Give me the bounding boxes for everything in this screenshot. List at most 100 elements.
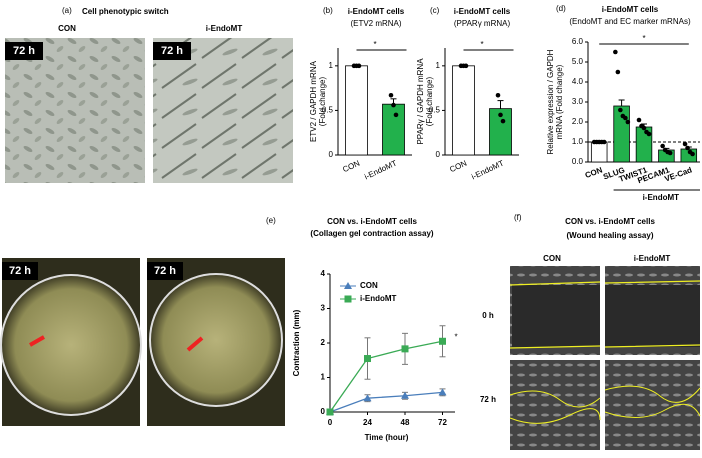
photo: [5, 38, 145, 183]
tag-bg: [2, 262, 38, 280]
panel-title: Cell phenotypic switch: [82, 7, 169, 16]
panel-title: CON vs. i-EndoMT cells: [565, 217, 655, 226]
data-point: [363, 394, 372, 402]
data-point: [495, 92, 501, 98]
dish: [0, 274, 142, 416]
data-point: [615, 69, 621, 75]
significance-mark: *: [455, 332, 458, 341]
arrow: [186, 336, 204, 352]
data-point: [641, 125, 647, 131]
panel-label: (b): [323, 6, 333, 15]
data-point: [438, 388, 447, 396]
time-tag: 72 h: [13, 45, 35, 57]
time-tag: 72 h: [154, 265, 176, 277]
data-point: [685, 145, 690, 151]
data-point: [625, 119, 631, 125]
panel-label: (a): [62, 6, 72, 15]
y-tick-label: 3: [321, 304, 326, 313]
data-point: [391, 102, 396, 108]
dish: [149, 273, 283, 407]
x-axis-label: Time (hour): [365, 433, 409, 442]
panel-label: (f): [514, 213, 522, 222]
panel-subtitle: (Wound healing assay): [567, 231, 654, 240]
column-label: i-EndoMT: [206, 24, 243, 33]
data-point: [388, 92, 394, 98]
time-tag: 72 h: [9, 265, 31, 277]
legend-label: CON: [360, 281, 378, 290]
data-point: [500, 118, 506, 124]
data-point: [439, 337, 446, 345]
legend-label: i-EndoMT: [360, 294, 397, 303]
chart-title: i-EndoMT cells: [454, 7, 511, 16]
y-tick-label: 0.5: [429, 106, 441, 115]
group-label: i-EndoMT: [643, 193, 680, 202]
y-tick-label: 1.0: [572, 137, 584, 146]
x-tick-label: 72: [438, 418, 447, 427]
data-point: [667, 150, 673, 156]
series-line: [329, 340, 443, 413]
x-tick-label: 48: [401, 418, 410, 427]
y-tick-label: 6.0: [572, 37, 584, 46]
column-label: i-EndoMT: [634, 254, 671, 263]
panel-label: (c): [430, 6, 440, 15]
x-tick-label: 0: [328, 418, 333, 427]
wound-photos: [509, 266, 701, 450]
data-point: [401, 391, 409, 399]
significance-mark: *: [642, 34, 645, 43]
y-tick-label: 0.5: [322, 106, 334, 115]
chart-subtitle: (EndoMT and EC marker mRNAs): [569, 17, 691, 26]
data-point: [660, 143, 665, 149]
data-point: [613, 49, 618, 55]
x-tick-label: CON: [448, 158, 468, 174]
y-axis-label: PPARγ / GAPDH mRNA: [416, 58, 425, 145]
data-point: [623, 115, 628, 121]
data-point: [356, 63, 362, 69]
y-tick-label: 3.0: [572, 97, 584, 106]
chart-subtitle: (ETV2 mRNA): [350, 19, 401, 28]
y-tick-label: 1: [321, 373, 326, 382]
tag-bg: [147, 262, 183, 280]
bar: [590, 141, 608, 163]
panel-label: (d): [556, 4, 566, 13]
y-tick-label: 0.0: [572, 157, 584, 166]
column-label: CON: [543, 254, 561, 263]
y-axis-label: Relative expression / GAPDH: [546, 49, 555, 154]
chart-subtitle: (Collagen gel contraction assay): [310, 229, 433, 238]
y-tick-label: 1: [436, 61, 441, 70]
data-point: [682, 141, 688, 147]
chart-title: i-EndoMT cells: [602, 5, 659, 14]
significance-mark: *: [373, 40, 376, 49]
data-point: [646, 131, 652, 137]
column-label: CON: [58, 24, 76, 33]
y-tick-label: 0: [329, 150, 334, 159]
legend-marker: [344, 282, 352, 289]
bar: [345, 65, 368, 156]
y-tick-label: 2: [321, 338, 326, 347]
tag-bg: [153, 42, 191, 60]
legend-marker: [344, 295, 352, 303]
x-tick-label: i-EndoMT: [470, 159, 505, 182]
data-point: [364, 355, 371, 363]
y-axis-label: (Fold change): [425, 76, 434, 126]
row-label: 0 h: [482, 311, 494, 320]
x-tick-label: 24: [363, 418, 372, 427]
x-tick-label: i-EndoMT: [363, 159, 398, 182]
data-point: [636, 117, 642, 123]
y-tick-label: 5.0: [572, 57, 584, 66]
row-label: 72 h: [480, 395, 496, 404]
y-axis-label: (Fold change): [318, 76, 327, 126]
y-axis-label: Contraction (mm): [292, 309, 301, 376]
y-axis-label: mRNA (Fold change): [555, 64, 564, 139]
data-point: [618, 107, 623, 113]
chart-title: i-EndoMT cells: [348, 7, 405, 16]
data-point: [601, 139, 607, 145]
data-point: [463, 63, 469, 69]
y-axis-label: ETV2 / GAPDH mRNA: [309, 60, 318, 142]
significance-mark: *: [480, 40, 483, 49]
bar: [452, 65, 475, 156]
time-tag: 72 h: [161, 45, 183, 57]
photo: [153, 38, 293, 183]
series-line: [329, 391, 443, 413]
bar: [382, 103, 405, 156]
